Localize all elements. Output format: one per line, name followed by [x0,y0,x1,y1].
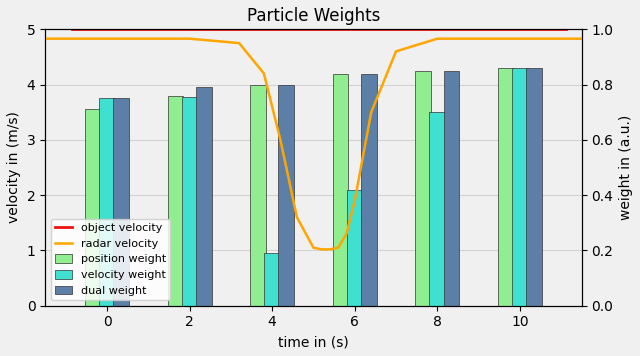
X-axis label: time in (s): time in (s) [278,335,349,349]
Bar [264,253,280,306]
object velocity [105,27,113,31]
Bar [250,85,266,306]
radar velocity [103,37,111,41]
Bar [361,74,377,306]
Bar [85,109,100,306]
radar velocity [41,37,49,41]
radar velocity [367,110,375,114]
radar velocity [334,246,342,250]
radar velocity [351,199,358,203]
Bar [526,68,542,306]
Bar [444,71,460,306]
Bar [278,85,294,306]
Y-axis label: weight in (a.u.): weight in (a.u.) [619,115,633,220]
radar velocity [310,246,317,250]
radar velocity [260,72,268,76]
Title: Particle Weights: Particle Weights [247,7,380,25]
radar velocity [392,49,400,53]
object velocity [143,27,151,31]
Bar [99,98,115,306]
radar velocity [318,247,326,251]
radar velocity [342,232,350,236]
radar velocity [578,37,586,41]
radar velocity [186,37,193,41]
Line: radar velocity: radar velocity [45,39,582,249]
radar velocity [236,41,243,45]
Bar [347,190,363,306]
Bar [196,87,212,306]
Bar [498,68,513,306]
Y-axis label: velocity in (m/s): velocity in (m/s) [7,111,21,224]
Bar [512,68,528,306]
Bar [168,96,183,306]
Bar [415,71,431,306]
radar velocity [475,37,483,41]
radar velocity [433,37,441,41]
radar velocity [293,215,301,219]
radar velocity [516,37,524,41]
Bar [429,112,445,306]
Bar [182,97,197,306]
radar velocity [326,247,334,251]
Bar [113,98,129,306]
radar velocity [276,138,284,142]
Legend: object velocity, radar velocity, position weight, velocity weight, dual weight: object velocity, radar velocity, positio… [51,219,170,300]
Bar [333,74,348,306]
